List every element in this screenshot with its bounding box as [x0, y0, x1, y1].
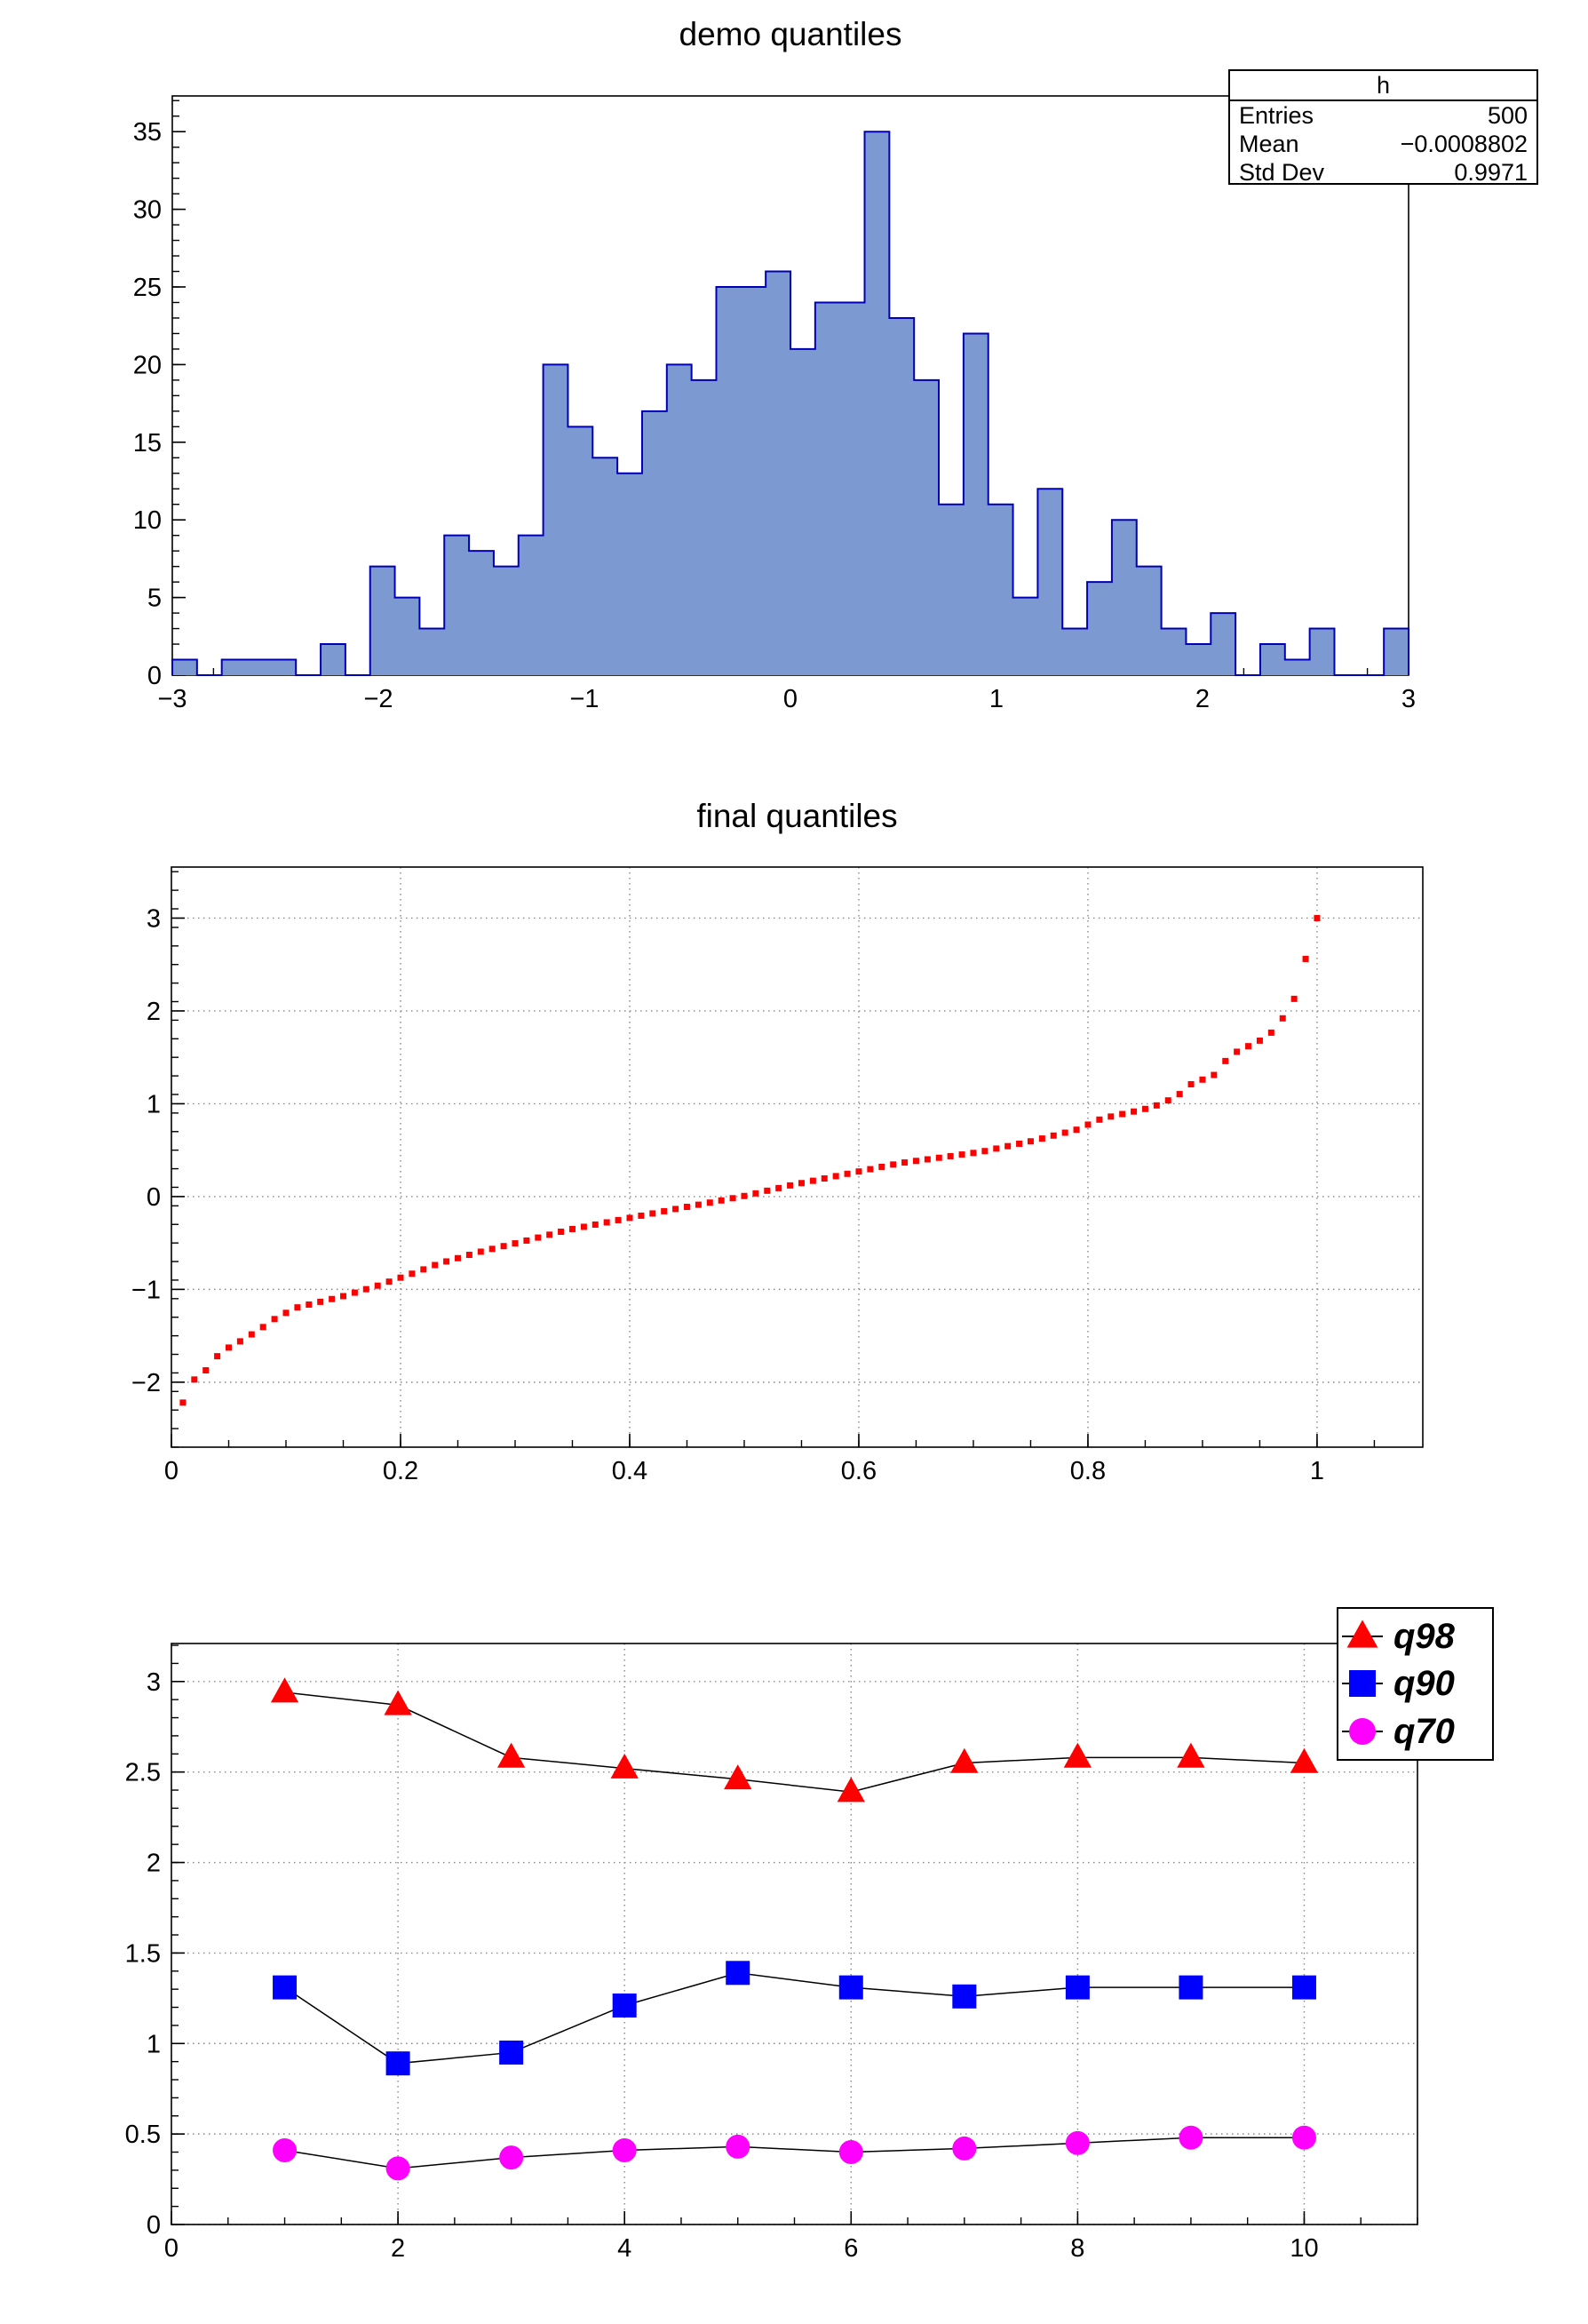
svg-text:35: 35	[133, 118, 162, 147]
histogram-title: demo quantiles	[679, 16, 902, 52]
svg-text:4: 4	[617, 2234, 631, 2263]
square-marker-icon	[1342, 1670, 1383, 1698]
svg-text:1: 1	[147, 2030, 161, 2058]
svg-text:0.6: 0.6	[841, 1457, 877, 1485]
stats-value: 500	[1487, 102, 1528, 129]
svg-text:1: 1	[147, 1090, 161, 1118]
svg-text:2: 2	[391, 2234, 405, 2263]
stats-value: −0.0008802	[1400, 131, 1528, 157]
svg-text:−3: −3	[157, 685, 187, 713]
stats-row-entries: Entries 500	[1230, 101, 1536, 130]
svg-text:0.2: 0.2	[383, 1457, 418, 1485]
histogram-bars	[171, 131, 1409, 676]
svg-text:15: 15	[133, 429, 162, 458]
legend-box: q98 q90 q70	[1337, 1607, 1494, 1761]
svg-text:10: 10	[1290, 2234, 1318, 2263]
svg-text:0: 0	[147, 1183, 161, 1212]
stats-label: Entries	[1239, 102, 1314, 129]
circle-marker-icon	[1342, 1718, 1383, 1746]
svg-text:20: 20	[133, 351, 162, 379]
svg-text:−2: −2	[363, 685, 393, 713]
stats-box-title: h	[1230, 71, 1536, 101]
legend-item-q70: q70	[1338, 1708, 1492, 1755]
svg-text:1: 1	[989, 685, 1004, 713]
svg-text:2: 2	[1195, 685, 1210, 713]
svg-text:3: 3	[147, 1668, 161, 1697]
svg-text:30: 30	[133, 196, 162, 225]
quantile-plot-title: final quantiles	[696, 798, 898, 834]
svg-text:0: 0	[164, 1457, 179, 1485]
legend-label: q98	[1393, 1616, 1455, 1656]
svg-text:0: 0	[147, 662, 162, 690]
svg-text:25: 25	[133, 274, 162, 302]
svg-text:−1: −1	[131, 1276, 161, 1304]
svg-text:1: 1	[1310, 1457, 1324, 1485]
svg-text:2: 2	[147, 998, 161, 1026]
svg-text:10: 10	[133, 506, 162, 535]
svg-text:−1: −1	[569, 685, 599, 713]
svg-text:2.5: 2.5	[125, 1759, 161, 1787]
svg-text:0.4: 0.4	[612, 1457, 647, 1485]
legend-item-q98: q98	[1338, 1613, 1492, 1659]
stats-label: Std Dev	[1239, 159, 1325, 186]
legend-label: q70	[1393, 1712, 1455, 1752]
svg-text:0.8: 0.8	[1070, 1457, 1106, 1485]
svg-text:5: 5	[147, 585, 162, 613]
svg-text:0: 0	[164, 2234, 179, 2263]
final-quantiles-scatter: 0 0.2 0.4 0.6 0.8 1 −2 −1 0 1 2 3	[131, 866, 1424, 1485]
svg-text:1.5: 1.5	[125, 1939, 161, 1968]
svg-text:2: 2	[147, 1850, 161, 1878]
svg-text:−2: −2	[131, 1369, 161, 1397]
stats-label: Mean	[1239, 131, 1299, 157]
triangle-marker-icon	[1342, 1620, 1383, 1648]
stats-row-stddev: Std Dev 0.9971	[1230, 158, 1536, 187]
svg-text:8: 8	[1070, 2234, 1084, 2263]
svg-text:3: 3	[147, 904, 161, 933]
svg-text:6: 6	[844, 2234, 858, 2263]
legend-item-q90: q90	[1338, 1660, 1492, 1707]
quantile-series-chart: 0 2 4 6 8 10 0 0.5 1 1.5 2 2.5 3	[125, 1643, 1418, 2263]
stats-value: 0.9971	[1454, 159, 1528, 186]
svg-text:3: 3	[1401, 685, 1416, 713]
svg-text:0.5: 0.5	[125, 2121, 161, 2149]
svg-text:0: 0	[147, 2211, 161, 2240]
stats-row-mean: Mean −0.0008802	[1230, 130, 1536, 158]
legend-label: q90	[1393, 1664, 1455, 1704]
stats-box: h Entries 500 Mean −0.0008802 Std Dev 0.…	[1228, 69, 1538, 187]
svg-text:0: 0	[783, 685, 798, 713]
